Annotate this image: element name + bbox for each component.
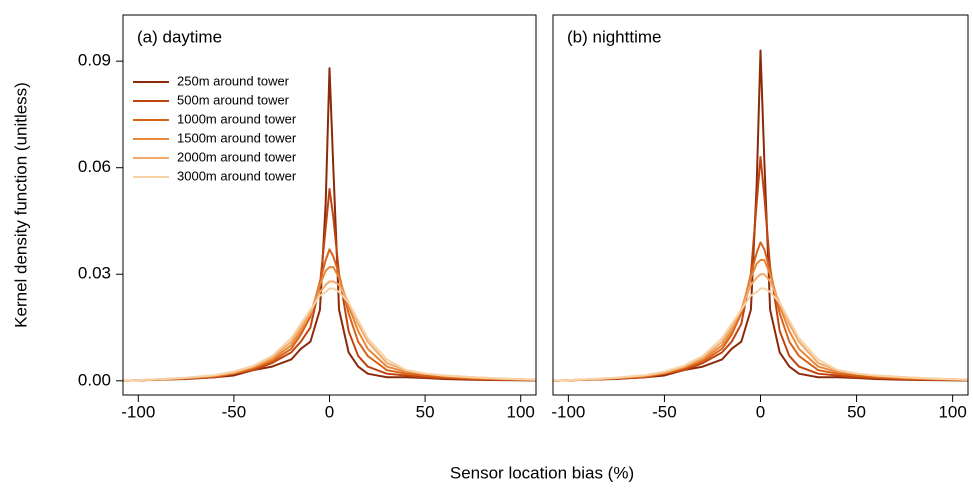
- y-tick-label: 0.00: [78, 370, 111, 389]
- series-line: [122, 266, 537, 382]
- series-line: [552, 241, 969, 382]
- y-axis-label: Kernel density function (unitless): [11, 82, 30, 328]
- x-tick-label: 100: [938, 402, 966, 421]
- panel-title: (a) daytime: [137, 27, 222, 46]
- x-tick-label: 0: [325, 402, 334, 421]
- x-axis-label: Sensor location bias (%): [450, 463, 634, 482]
- series-line: [552, 49, 969, 382]
- legend-label: 1000m around tower: [177, 111, 297, 126]
- x-tick-label: 50: [847, 402, 866, 421]
- series-line: [552, 273, 969, 382]
- series-line: [122, 188, 537, 382]
- x-tick-label: 50: [416, 402, 435, 421]
- y-tick-label: 0.03: [78, 264, 111, 283]
- series-line: [122, 287, 537, 382]
- x-tick-label: -50: [222, 402, 247, 421]
- legend-label: 3000m around tower: [177, 168, 297, 183]
- legend-label: 250m around tower: [177, 73, 290, 88]
- panel-title: (b) nighttime: [567, 27, 661, 46]
- series-line: [122, 280, 537, 382]
- y-tick-label: 0.06: [78, 157, 111, 176]
- series-line: [122, 248, 537, 382]
- x-tick-label: 0: [756, 402, 765, 421]
- series-line: [552, 287, 969, 382]
- legend-label: 1500m around tower: [177, 130, 297, 145]
- series-line: [552, 156, 969, 382]
- y-tick-label: 0.09: [78, 51, 111, 70]
- series-line: [552, 259, 969, 382]
- x-tick-label: -100: [121, 402, 155, 421]
- legend-label: 2000m around tower: [177, 149, 297, 164]
- legend-label: 500m around tower: [177, 92, 290, 107]
- x-tick-label: -50: [652, 402, 677, 421]
- x-tick-label: 100: [507, 402, 535, 421]
- x-tick-label: -100: [551, 402, 585, 421]
